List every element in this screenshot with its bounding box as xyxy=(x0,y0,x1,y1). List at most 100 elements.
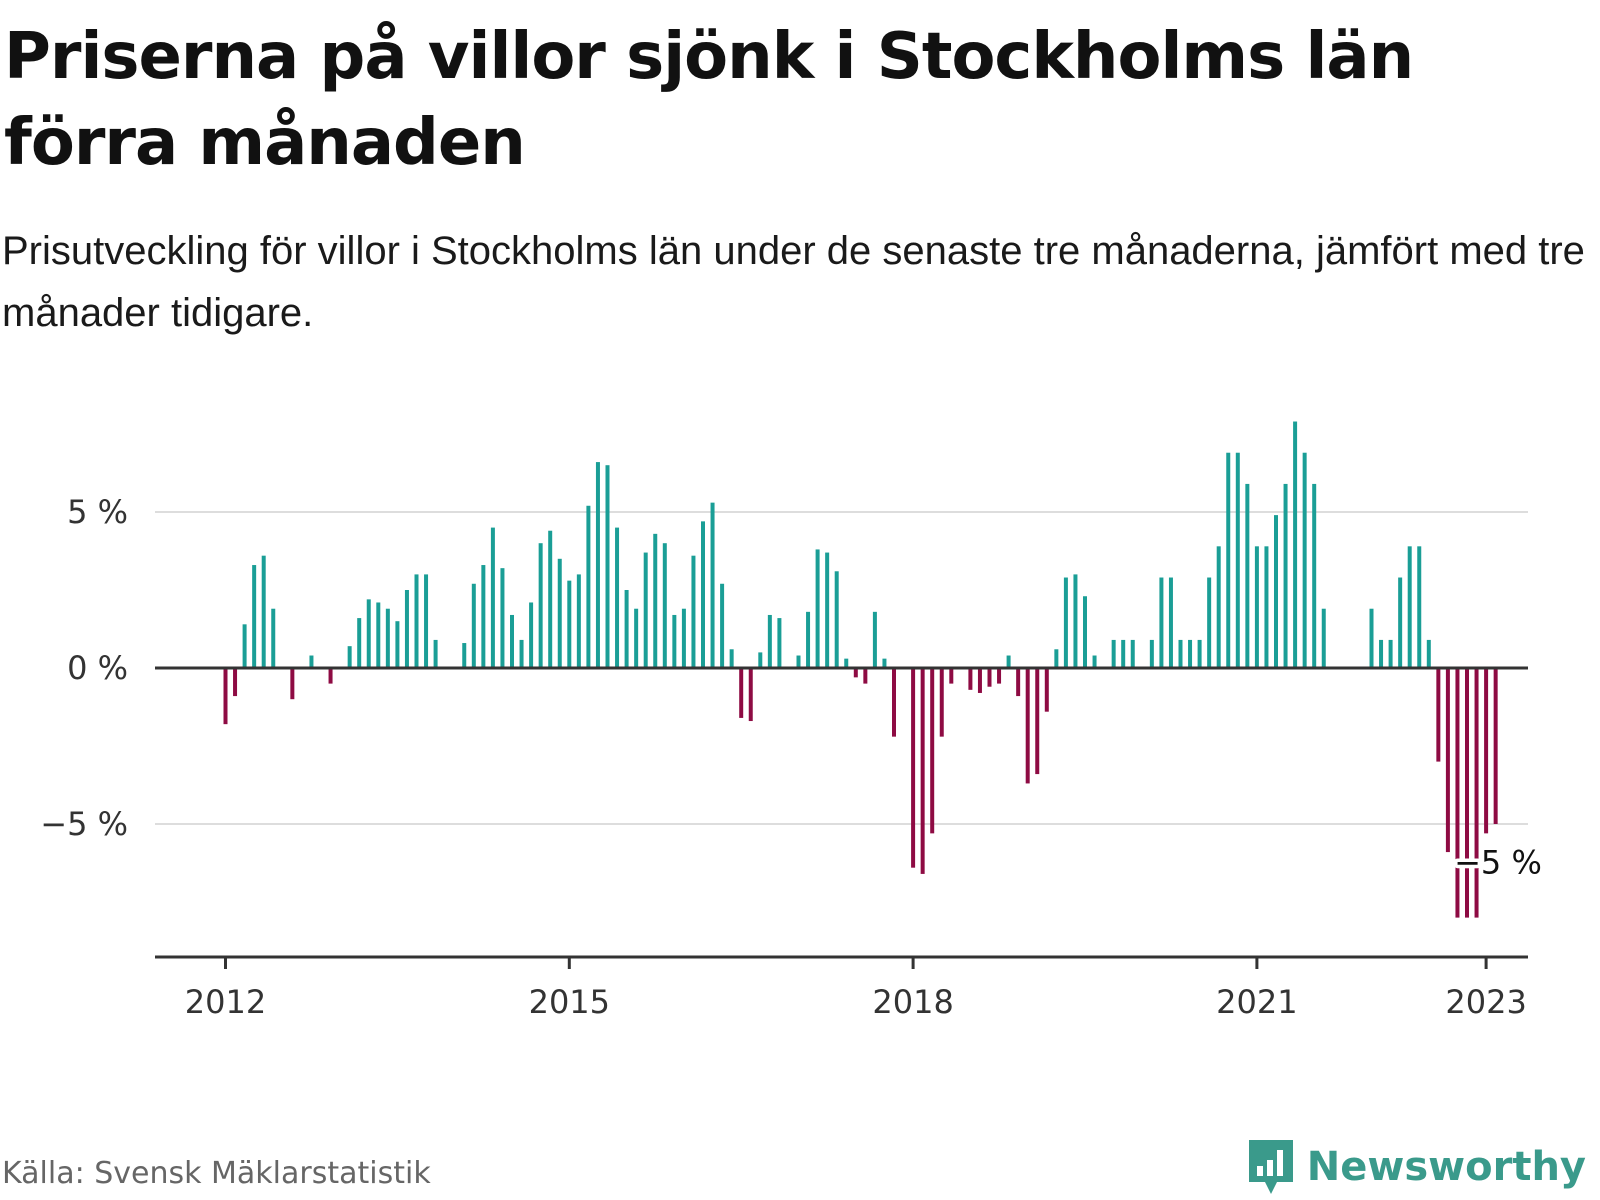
bar xyxy=(347,646,352,668)
bar xyxy=(672,614,677,668)
bar xyxy=(1283,483,1288,668)
bar xyxy=(1188,639,1193,668)
bar xyxy=(1398,577,1403,668)
bar xyxy=(882,658,887,668)
bar xyxy=(481,565,486,668)
bar xyxy=(1302,452,1307,668)
bar xyxy=(538,543,543,668)
bar xyxy=(1455,668,1460,918)
bar xyxy=(376,602,381,668)
bar xyxy=(1025,668,1030,784)
bar xyxy=(595,462,600,668)
bar xyxy=(252,565,257,668)
bar xyxy=(1035,668,1040,775)
brand-logo[interactable]: Newsworthy xyxy=(1247,1138,1586,1196)
bar xyxy=(643,552,648,668)
bar xyxy=(1044,668,1049,712)
newsworthy-logo-icon xyxy=(1248,1140,1293,1194)
y-tick-label: 0 % xyxy=(67,649,128,687)
gridlines xyxy=(155,511,1528,825)
bar xyxy=(1168,577,1173,668)
bar xyxy=(1235,452,1240,668)
bar xyxy=(261,555,266,668)
bars xyxy=(223,421,1498,918)
y-tick-label: 5 % xyxy=(67,493,128,531)
bar xyxy=(777,618,782,668)
bar xyxy=(863,668,868,684)
bar xyxy=(385,608,390,668)
x-tick-label: 2018 xyxy=(872,983,953,1021)
bar xyxy=(1121,639,1126,668)
bar xyxy=(1321,608,1326,668)
bar xyxy=(395,621,400,668)
bar xyxy=(366,599,371,668)
bar xyxy=(1484,668,1489,834)
bar xyxy=(1216,546,1221,668)
bar xyxy=(1063,577,1068,668)
bar xyxy=(471,583,476,668)
bar xyxy=(834,571,839,668)
bar xyxy=(987,668,992,687)
x-tick-label: 2012 xyxy=(185,983,266,1021)
bar xyxy=(510,614,514,668)
bar xyxy=(576,574,581,668)
bar xyxy=(1006,655,1011,668)
bar xyxy=(1245,483,1250,668)
bar xyxy=(519,639,524,668)
bar xyxy=(1445,668,1450,853)
bar xyxy=(653,533,658,668)
bar xyxy=(1111,639,1116,668)
bar xyxy=(892,668,896,737)
x-tick-label: 2021 xyxy=(1216,983,1297,1021)
bar xyxy=(567,580,572,668)
data-label: −5 % xyxy=(1454,843,1542,881)
source-note: Källa: Svensk Mäklarstatistik xyxy=(2,1156,431,1191)
bar xyxy=(1436,668,1441,762)
bar xyxy=(404,590,409,668)
bar xyxy=(930,668,935,834)
bar xyxy=(1073,574,1078,668)
bar xyxy=(1465,668,1469,918)
bar xyxy=(424,574,429,668)
bar xyxy=(605,465,610,668)
bar xyxy=(357,618,362,668)
bar xyxy=(271,608,276,668)
bar xyxy=(1083,596,1087,668)
bar xyxy=(223,668,228,725)
bar xyxy=(796,655,801,668)
bar xyxy=(309,655,314,668)
bar xyxy=(624,590,629,668)
axes xyxy=(155,666,1528,969)
bar xyxy=(1379,639,1384,668)
bar xyxy=(1226,452,1231,668)
bar xyxy=(1159,577,1164,668)
bar xyxy=(977,668,982,693)
bar xyxy=(1054,649,1059,668)
bar xyxy=(720,583,725,668)
bar xyxy=(1426,639,1431,668)
bar xyxy=(290,668,295,700)
bar xyxy=(242,624,247,668)
x-tick-label: 2015 xyxy=(529,983,610,1021)
bar xyxy=(691,555,696,668)
bar xyxy=(758,652,763,668)
brand-name: Newsworthy xyxy=(1306,1144,1586,1190)
bar xyxy=(1207,577,1212,668)
bar xyxy=(529,602,534,668)
bar xyxy=(1264,546,1269,668)
bar xyxy=(997,668,1002,684)
bar xyxy=(433,639,438,668)
chart-title: Priserna på villor sjönk i Stockholms lä… xyxy=(4,20,1414,180)
bar xyxy=(557,558,562,668)
bar xyxy=(939,668,944,737)
bar xyxy=(1178,639,1183,668)
bar xyxy=(1312,483,1317,668)
bar xyxy=(806,611,811,668)
bar xyxy=(1016,668,1021,697)
bar xyxy=(548,530,553,668)
bar xyxy=(414,574,419,668)
bar xyxy=(1417,546,1422,668)
bar xyxy=(328,668,333,684)
bar xyxy=(634,608,639,668)
chart-subtitle: Prisutveckling för villor i Stockholms l… xyxy=(2,229,1585,335)
